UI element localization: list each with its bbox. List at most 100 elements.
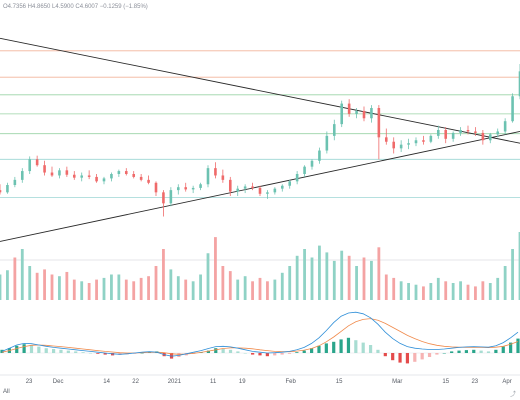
volume-bar xyxy=(191,281,195,300)
volume-bar xyxy=(303,249,306,300)
volume-bar xyxy=(422,286,425,300)
candle-body xyxy=(35,159,39,166)
volume-bar xyxy=(35,272,39,300)
candle-body xyxy=(6,185,9,193)
price-pane[interactable] xyxy=(0,37,520,242)
macd-histogram-bar xyxy=(103,353,107,355)
volume-bar xyxy=(221,266,225,300)
x-axis-tick-label: 2021 xyxy=(168,379,182,385)
candle-body xyxy=(362,110,366,119)
candle-body xyxy=(399,144,403,149)
volume-bar xyxy=(28,266,32,300)
volume-bar xyxy=(370,260,373,300)
macd-histogram-bar xyxy=(361,342,365,353)
macd-histogram-bar xyxy=(332,341,336,353)
macd-histogram-bar xyxy=(74,351,78,353)
volume-bar xyxy=(199,274,202,300)
candle-body xyxy=(288,181,292,186)
macd-histogram-bar xyxy=(427,353,432,357)
macd-histogram-bar xyxy=(450,351,454,353)
macd-histogram-bar xyxy=(501,346,505,353)
candle-body xyxy=(310,160,314,167)
macd-histogram-bar xyxy=(280,353,284,355)
volume-bar xyxy=(444,281,448,300)
macd-histogram-bar xyxy=(354,340,358,353)
candle-body xyxy=(325,135,329,151)
volume-bar xyxy=(147,276,150,300)
macd-histogram-bar xyxy=(265,353,269,357)
candle-body xyxy=(154,182,158,193)
volume-bar xyxy=(340,250,344,300)
volume-bar xyxy=(503,266,507,300)
macd-histogram-bar xyxy=(442,353,446,354)
volume-bar xyxy=(102,277,106,300)
volume-bar xyxy=(117,274,121,300)
x-axis-tick-label: 14 xyxy=(103,379,110,385)
macd-histogram-bar xyxy=(44,348,48,353)
macd-histogram-bar xyxy=(457,350,461,353)
macd-histogram-bar xyxy=(236,351,240,353)
macd-histogram-bar xyxy=(22,344,26,353)
candle-body xyxy=(102,178,106,182)
candle-body xyxy=(176,187,180,191)
x-axis-tick-label: 11 xyxy=(210,379,217,385)
volume-bar xyxy=(65,271,69,300)
candle-body xyxy=(347,103,351,114)
candle-body xyxy=(436,130,440,136)
candle-body xyxy=(511,96,514,122)
candle-body xyxy=(199,184,202,188)
volume-bar xyxy=(228,271,232,300)
candle-body xyxy=(169,190,173,204)
candle-body xyxy=(488,134,492,141)
candle-body xyxy=(162,192,165,204)
ohlc-readout: O4.7356 H4.8650 L4.5900 C4.6007 −0.1259 … xyxy=(3,4,148,10)
volume-pane[interactable] xyxy=(0,232,520,300)
macd-histogram-bar xyxy=(206,350,210,353)
candle-body xyxy=(110,174,113,179)
macd-pane[interactable] xyxy=(0,311,520,364)
macd-histogram-bar xyxy=(420,353,424,360)
range-all-button[interactable]: All xyxy=(3,389,10,395)
candle-body xyxy=(377,108,381,138)
candle-body xyxy=(474,131,477,133)
volume-bar xyxy=(13,257,17,300)
volume-bar xyxy=(318,245,321,300)
candle-body xyxy=(50,172,54,176)
candle-body xyxy=(184,187,188,190)
candle-body xyxy=(384,137,388,142)
candle-body xyxy=(295,174,299,182)
candle-body xyxy=(392,141,396,149)
macd-histogram-bar xyxy=(324,343,328,353)
macd-histogram-bar xyxy=(391,353,395,361)
volume-bar xyxy=(154,266,158,300)
volume-bar xyxy=(459,281,462,300)
candle-body xyxy=(496,131,500,135)
share-icon[interactable]: ⤴ xyxy=(510,392,517,398)
macd-histogram-bar xyxy=(376,349,380,353)
candle-body xyxy=(124,171,128,174)
candle-body xyxy=(280,185,284,189)
volume-bar xyxy=(95,279,98,300)
volume-bar xyxy=(451,283,455,300)
macd-histogram-bar xyxy=(37,346,41,353)
volume-bar xyxy=(0,274,2,300)
volume-bar xyxy=(214,237,217,300)
volume-bar xyxy=(399,281,403,300)
macd-histogram-bar xyxy=(486,351,491,353)
candle-body xyxy=(0,190,2,193)
macd-histogram-bar xyxy=(346,337,351,353)
volume-bar xyxy=(436,277,440,300)
volume-bar xyxy=(72,279,76,300)
volume-bar xyxy=(110,274,113,300)
volume-bar xyxy=(496,277,500,300)
x-axis-tick-label: 23 xyxy=(471,379,478,385)
candle-body xyxy=(258,187,262,194)
macd-histogram-bar xyxy=(339,339,343,353)
macd-histogram-bar xyxy=(494,349,498,353)
candle-body xyxy=(273,188,277,193)
volume-bar xyxy=(20,249,24,300)
macd-histogram-bar xyxy=(302,350,306,353)
candle-body xyxy=(251,186,254,188)
volume-bar xyxy=(407,283,410,300)
